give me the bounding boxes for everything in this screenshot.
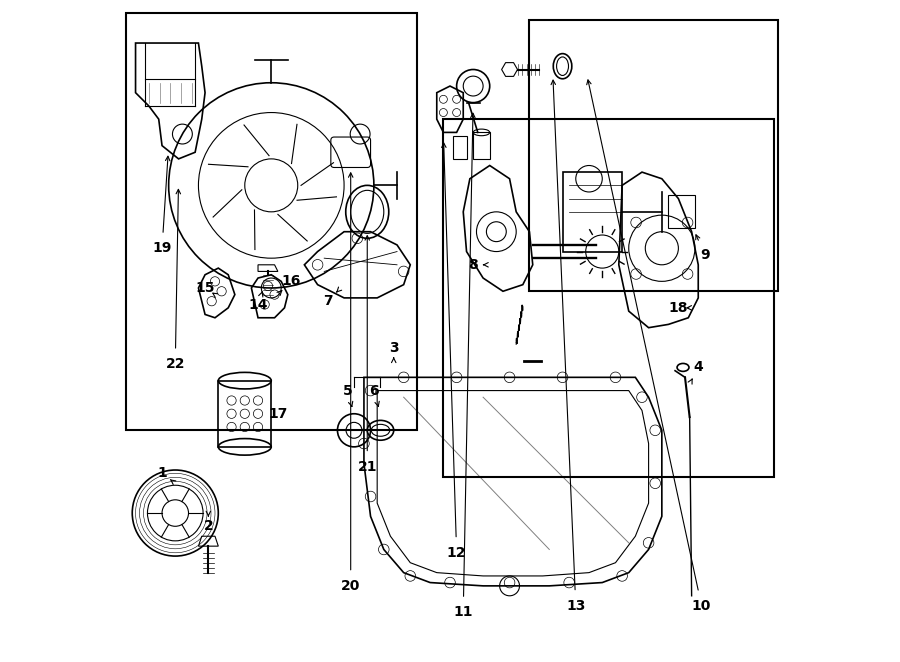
Bar — [454, 136, 466, 159]
Text: 20: 20 — [341, 579, 360, 593]
Text: 17: 17 — [268, 406, 288, 421]
Text: 22: 22 — [166, 357, 185, 371]
Text: 11: 11 — [454, 605, 473, 620]
Text: 3: 3 — [389, 340, 399, 355]
Text: 14: 14 — [248, 297, 268, 312]
Text: 9: 9 — [700, 248, 710, 262]
Text: 19: 19 — [152, 241, 172, 256]
Text: 10: 10 — [692, 598, 711, 613]
Text: 1: 1 — [158, 466, 166, 481]
Bar — [529, 20, 778, 291]
Text: 12: 12 — [447, 545, 466, 560]
Bar — [473, 132, 490, 159]
Text: 18: 18 — [669, 301, 689, 315]
Text: 4: 4 — [693, 360, 703, 375]
Text: 8: 8 — [468, 258, 478, 272]
Bar — [219, 381, 271, 447]
Bar — [126, 13, 417, 430]
Text: 6: 6 — [369, 383, 379, 398]
Text: 16: 16 — [282, 274, 301, 289]
Text: 21: 21 — [357, 459, 377, 474]
Text: 15: 15 — [195, 281, 215, 295]
Text: 5: 5 — [343, 383, 352, 398]
Bar — [562, 172, 622, 252]
Bar — [669, 195, 695, 228]
Text: 7: 7 — [323, 294, 332, 308]
Bar — [444, 119, 774, 477]
Text: 2: 2 — [203, 519, 213, 534]
Text: 13: 13 — [566, 598, 586, 613]
